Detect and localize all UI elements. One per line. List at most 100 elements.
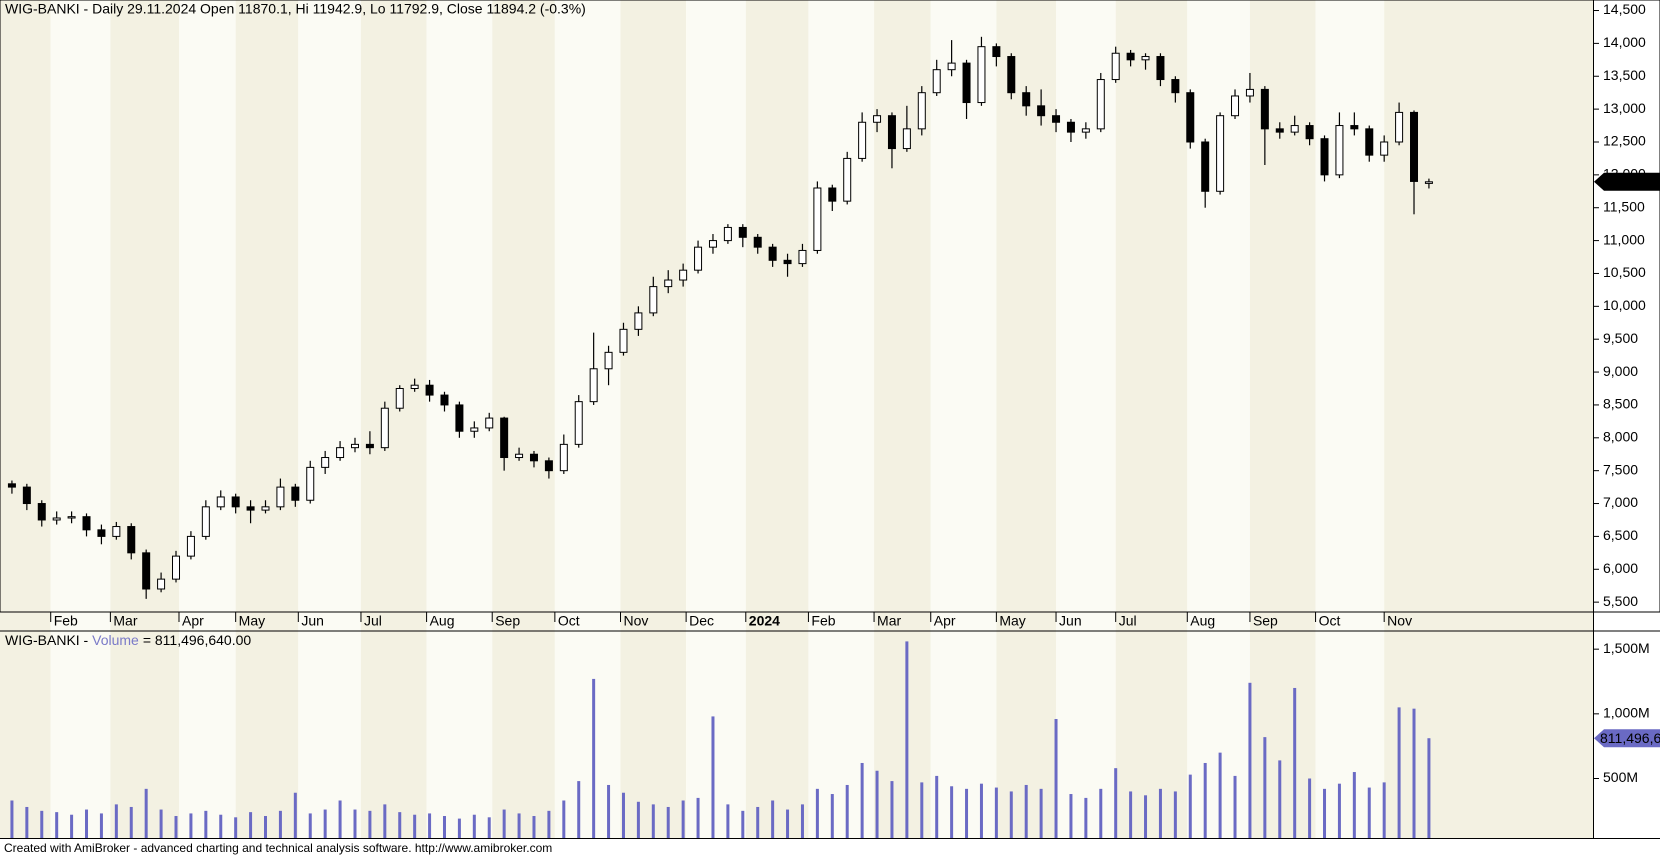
candle-body bbox=[828, 187, 837, 202]
volume-bar bbox=[651, 804, 655, 838]
y-tick-label: 11,500 bbox=[1603, 198, 1645, 214]
volume-bar bbox=[428, 813, 432, 838]
candle-body bbox=[1096, 79, 1105, 130]
volume-bar bbox=[935, 775, 939, 838]
volume-bar bbox=[159, 809, 163, 838]
candle-body bbox=[1231, 95, 1240, 117]
candle-body bbox=[1275, 128, 1284, 133]
volume-bar bbox=[1084, 797, 1088, 838]
volume-bar bbox=[711, 716, 715, 838]
candle-body bbox=[440, 394, 449, 406]
x-tick-label: Apr bbox=[934, 613, 956, 629]
candle-body bbox=[22, 486, 31, 505]
y-tick-label: 7,500 bbox=[1603, 461, 1638, 477]
y-tick-label: 10,000 bbox=[1603, 297, 1646, 313]
candle-body bbox=[365, 443, 374, 449]
candle-body bbox=[52, 517, 61, 521]
volume-bar bbox=[1144, 795, 1148, 838]
volume-bar bbox=[249, 812, 253, 838]
footer: Created with AmiBroker - advanced charti… bbox=[4, 841, 552, 855]
candle-body bbox=[619, 328, 628, 353]
candle-body bbox=[336, 447, 345, 459]
y-tick-label: 14,500 bbox=[1603, 1, 1646, 17]
volume-bar bbox=[1278, 760, 1282, 838]
volume-bar bbox=[189, 813, 193, 838]
volume-bar bbox=[502, 809, 506, 838]
volume-bar bbox=[577, 781, 581, 838]
y-tick-label: 14,000 bbox=[1603, 34, 1646, 50]
volume-bar bbox=[1263, 737, 1267, 838]
volume-bar bbox=[1158, 788, 1162, 838]
candle-body bbox=[425, 384, 434, 396]
y-tick-label: 7,000 bbox=[1603, 494, 1638, 510]
volume-bar bbox=[114, 804, 118, 838]
volume-bar bbox=[696, 797, 700, 838]
volume-bar bbox=[293, 792, 297, 838]
x-tick-label: Feb bbox=[54, 613, 78, 629]
volume-bar bbox=[234, 817, 238, 838]
candle-body bbox=[142, 552, 151, 590]
volume-bar bbox=[174, 816, 178, 838]
volume-bar bbox=[25, 806, 29, 838]
candle-body bbox=[1410, 111, 1419, 182]
candle-body bbox=[380, 407, 389, 449]
volume-bar bbox=[99, 813, 103, 838]
y-tick-label: 5,500 bbox=[1603, 593, 1638, 609]
candle-body bbox=[82, 516, 91, 531]
volume-prefix: WIG-BANKI - bbox=[5, 632, 92, 648]
candle-body bbox=[1305, 125, 1314, 140]
month-band bbox=[996, 0, 1057, 839]
volume-bar bbox=[1248, 682, 1252, 838]
last-price-badge bbox=[1594, 172, 1660, 191]
y-tick-label: 13,500 bbox=[1603, 67, 1646, 83]
month-band bbox=[620, 0, 687, 839]
candle-body bbox=[858, 121, 867, 159]
candle-body bbox=[1022, 92, 1031, 107]
x-tick-label: Sep bbox=[1253, 613, 1278, 629]
volume-bar bbox=[1203, 762, 1207, 838]
y-tick-label: 11,000 bbox=[1603, 231, 1645, 247]
candle-body bbox=[559, 443, 568, 472]
volume-bar bbox=[920, 782, 924, 838]
volume-bar bbox=[1188, 774, 1192, 838]
y-tick-label: 8,500 bbox=[1603, 396, 1638, 412]
candle-body bbox=[887, 115, 896, 150]
volume-bar bbox=[726, 804, 730, 838]
volume-bar bbox=[815, 788, 819, 838]
month-band bbox=[1249, 0, 1316, 839]
volume-bar bbox=[1039, 788, 1043, 838]
volume-bar bbox=[771, 800, 775, 838]
candle-body bbox=[664, 279, 673, 288]
candle-body bbox=[291, 486, 300, 501]
volume-bar bbox=[457, 818, 461, 838]
candle-body bbox=[1141, 56, 1150, 61]
month-band bbox=[930, 0, 997, 839]
candle-body bbox=[410, 384, 419, 389]
volume-bar bbox=[800, 804, 804, 838]
volume-bar bbox=[129, 806, 133, 838]
volume-bar bbox=[1427, 738, 1431, 838]
month-band bbox=[0, 0, 51, 839]
volume-bar bbox=[1367, 787, 1371, 838]
x-tick-label: Aug bbox=[430, 613, 455, 629]
x-tick-label: May bbox=[999, 613, 1025, 629]
y-tick-label: 12,500 bbox=[1603, 133, 1646, 149]
volume-bar bbox=[950, 786, 954, 838]
x-tick-label: Dec bbox=[689, 613, 714, 629]
candle-body bbox=[708, 240, 717, 248]
month-band bbox=[745, 0, 809, 839]
volume-bar bbox=[786, 809, 790, 838]
candle-body bbox=[917, 92, 926, 130]
volume-bar bbox=[413, 814, 417, 838]
x-tick-label: Jul bbox=[364, 613, 382, 629]
candle-body bbox=[112, 526, 121, 537]
month-band bbox=[874, 0, 931, 839]
candle-body bbox=[1216, 115, 1225, 192]
volume-bar bbox=[741, 810, 745, 838]
candle-body bbox=[738, 226, 747, 238]
candle-body bbox=[186, 535, 195, 557]
volume-bar bbox=[1382, 782, 1386, 838]
x-tick-label: Sep bbox=[495, 613, 520, 629]
volume-bar bbox=[1129, 791, 1133, 838]
